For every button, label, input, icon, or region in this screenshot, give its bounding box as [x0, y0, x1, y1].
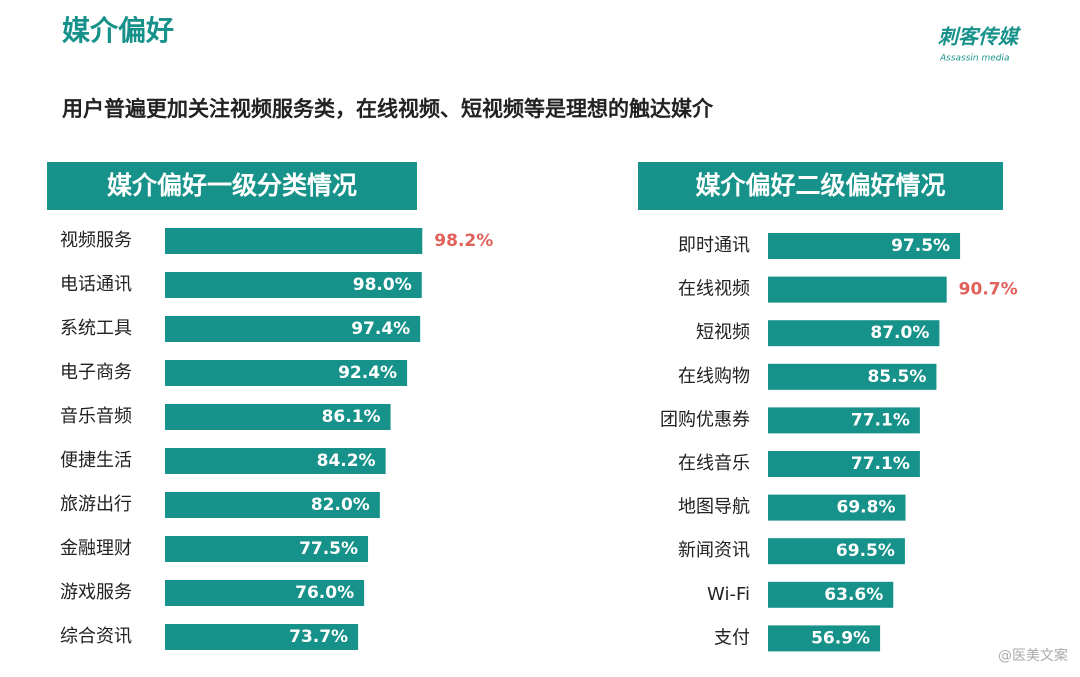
value-label: 98.2%: [434, 231, 493, 251]
bar: [165, 536, 369, 562]
category-label: 短视频: [696, 322, 750, 343]
bar: [165, 580, 365, 606]
value-label: 73.7%: [289, 627, 348, 647]
category-label: 在线购物: [678, 366, 750, 387]
category-label: 在线音乐: [678, 453, 750, 474]
value-label: 92.4%: [338, 363, 397, 383]
title-banner: [638, 162, 1003, 210]
bar: [768, 233, 961, 259]
category-label: 综合资讯: [60, 626, 132, 647]
value-label: 69.5%: [836, 541, 895, 561]
value-label: 97.4%: [351, 319, 410, 339]
bar: [768, 276, 947, 303]
subtitle: 用户普遍更加关注视频服务类，在线视频、短视频等是理想的触达媒介: [62, 97, 714, 121]
value-label: 84.2%: [317, 451, 376, 471]
category-label: 电话通讯: [60, 274, 132, 295]
bar: [165, 404, 391, 430]
bar: [768, 363, 937, 390]
value-label: 85.5%: [867, 367, 926, 387]
category-label: 新闻资讯: [678, 540, 750, 561]
bar: [165, 272, 422, 298]
bar: [165, 316, 421, 342]
bar: [165, 448, 386, 474]
category-label: 旅游出行: [60, 494, 132, 515]
category-label: 团购优惠券: [660, 409, 750, 430]
bar: [768, 320, 940, 347]
value-label: 69.8%: [837, 498, 896, 518]
category-label: 电子商务: [60, 362, 132, 383]
value-label: 82.0%: [311, 495, 370, 515]
value-label: 63.6%: [824, 585, 883, 605]
bar: [768, 407, 920, 434]
category-label: 即时通讯: [678, 235, 750, 256]
bar: [768, 451, 920, 477]
category-label: 在线视频: [678, 279, 750, 300]
value-label: 77.1%: [851, 454, 910, 474]
bar: [165, 228, 423, 254]
bar: [165, 624, 359, 650]
category-label: 地图导航: [678, 497, 750, 518]
bar: [768, 625, 881, 652]
watermark: @医美文案: [998, 647, 1068, 664]
chart-title: 媒介偏好二级偏好情况: [695, 171, 945, 200]
value-label: 77.1%: [851, 410, 910, 430]
value-label: 90.7%: [959, 280, 1018, 300]
category-label: 金融理财: [60, 538, 132, 559]
bar: [165, 360, 408, 386]
category-label: 系统工具: [60, 318, 132, 339]
category-label: 便捷生活: [60, 450, 132, 471]
logo-sub: Assassin media: [939, 54, 1010, 64]
bar: [768, 538, 905, 565]
bar: [165, 492, 380, 518]
value-label: 86.1%: [322, 407, 381, 427]
value-label: 98.0%: [353, 275, 412, 295]
category-label: Wi-Fi: [707, 584, 750, 605]
category-label: 视频服务: [60, 230, 132, 251]
value-label: 76.0%: [295, 583, 354, 603]
bar: [768, 581, 894, 608]
chart-title: 媒介偏好一级分类情况: [107, 171, 357, 200]
category-label: 游戏服务: [60, 582, 132, 603]
logo: 刺客传媒: [938, 25, 1022, 49]
value-label: 77.5%: [299, 539, 358, 559]
category-label: 音乐音频: [60, 406, 132, 427]
title-banner: [47, 162, 417, 210]
value-label: 97.5%: [891, 236, 950, 256]
value-label: 87.0%: [870, 323, 929, 343]
value-label: 56.9%: [811, 628, 870, 648]
page-title: 媒介偏好: [62, 14, 174, 47]
category-label: 支付: [714, 627, 750, 648]
bar: [768, 494, 906, 521]
